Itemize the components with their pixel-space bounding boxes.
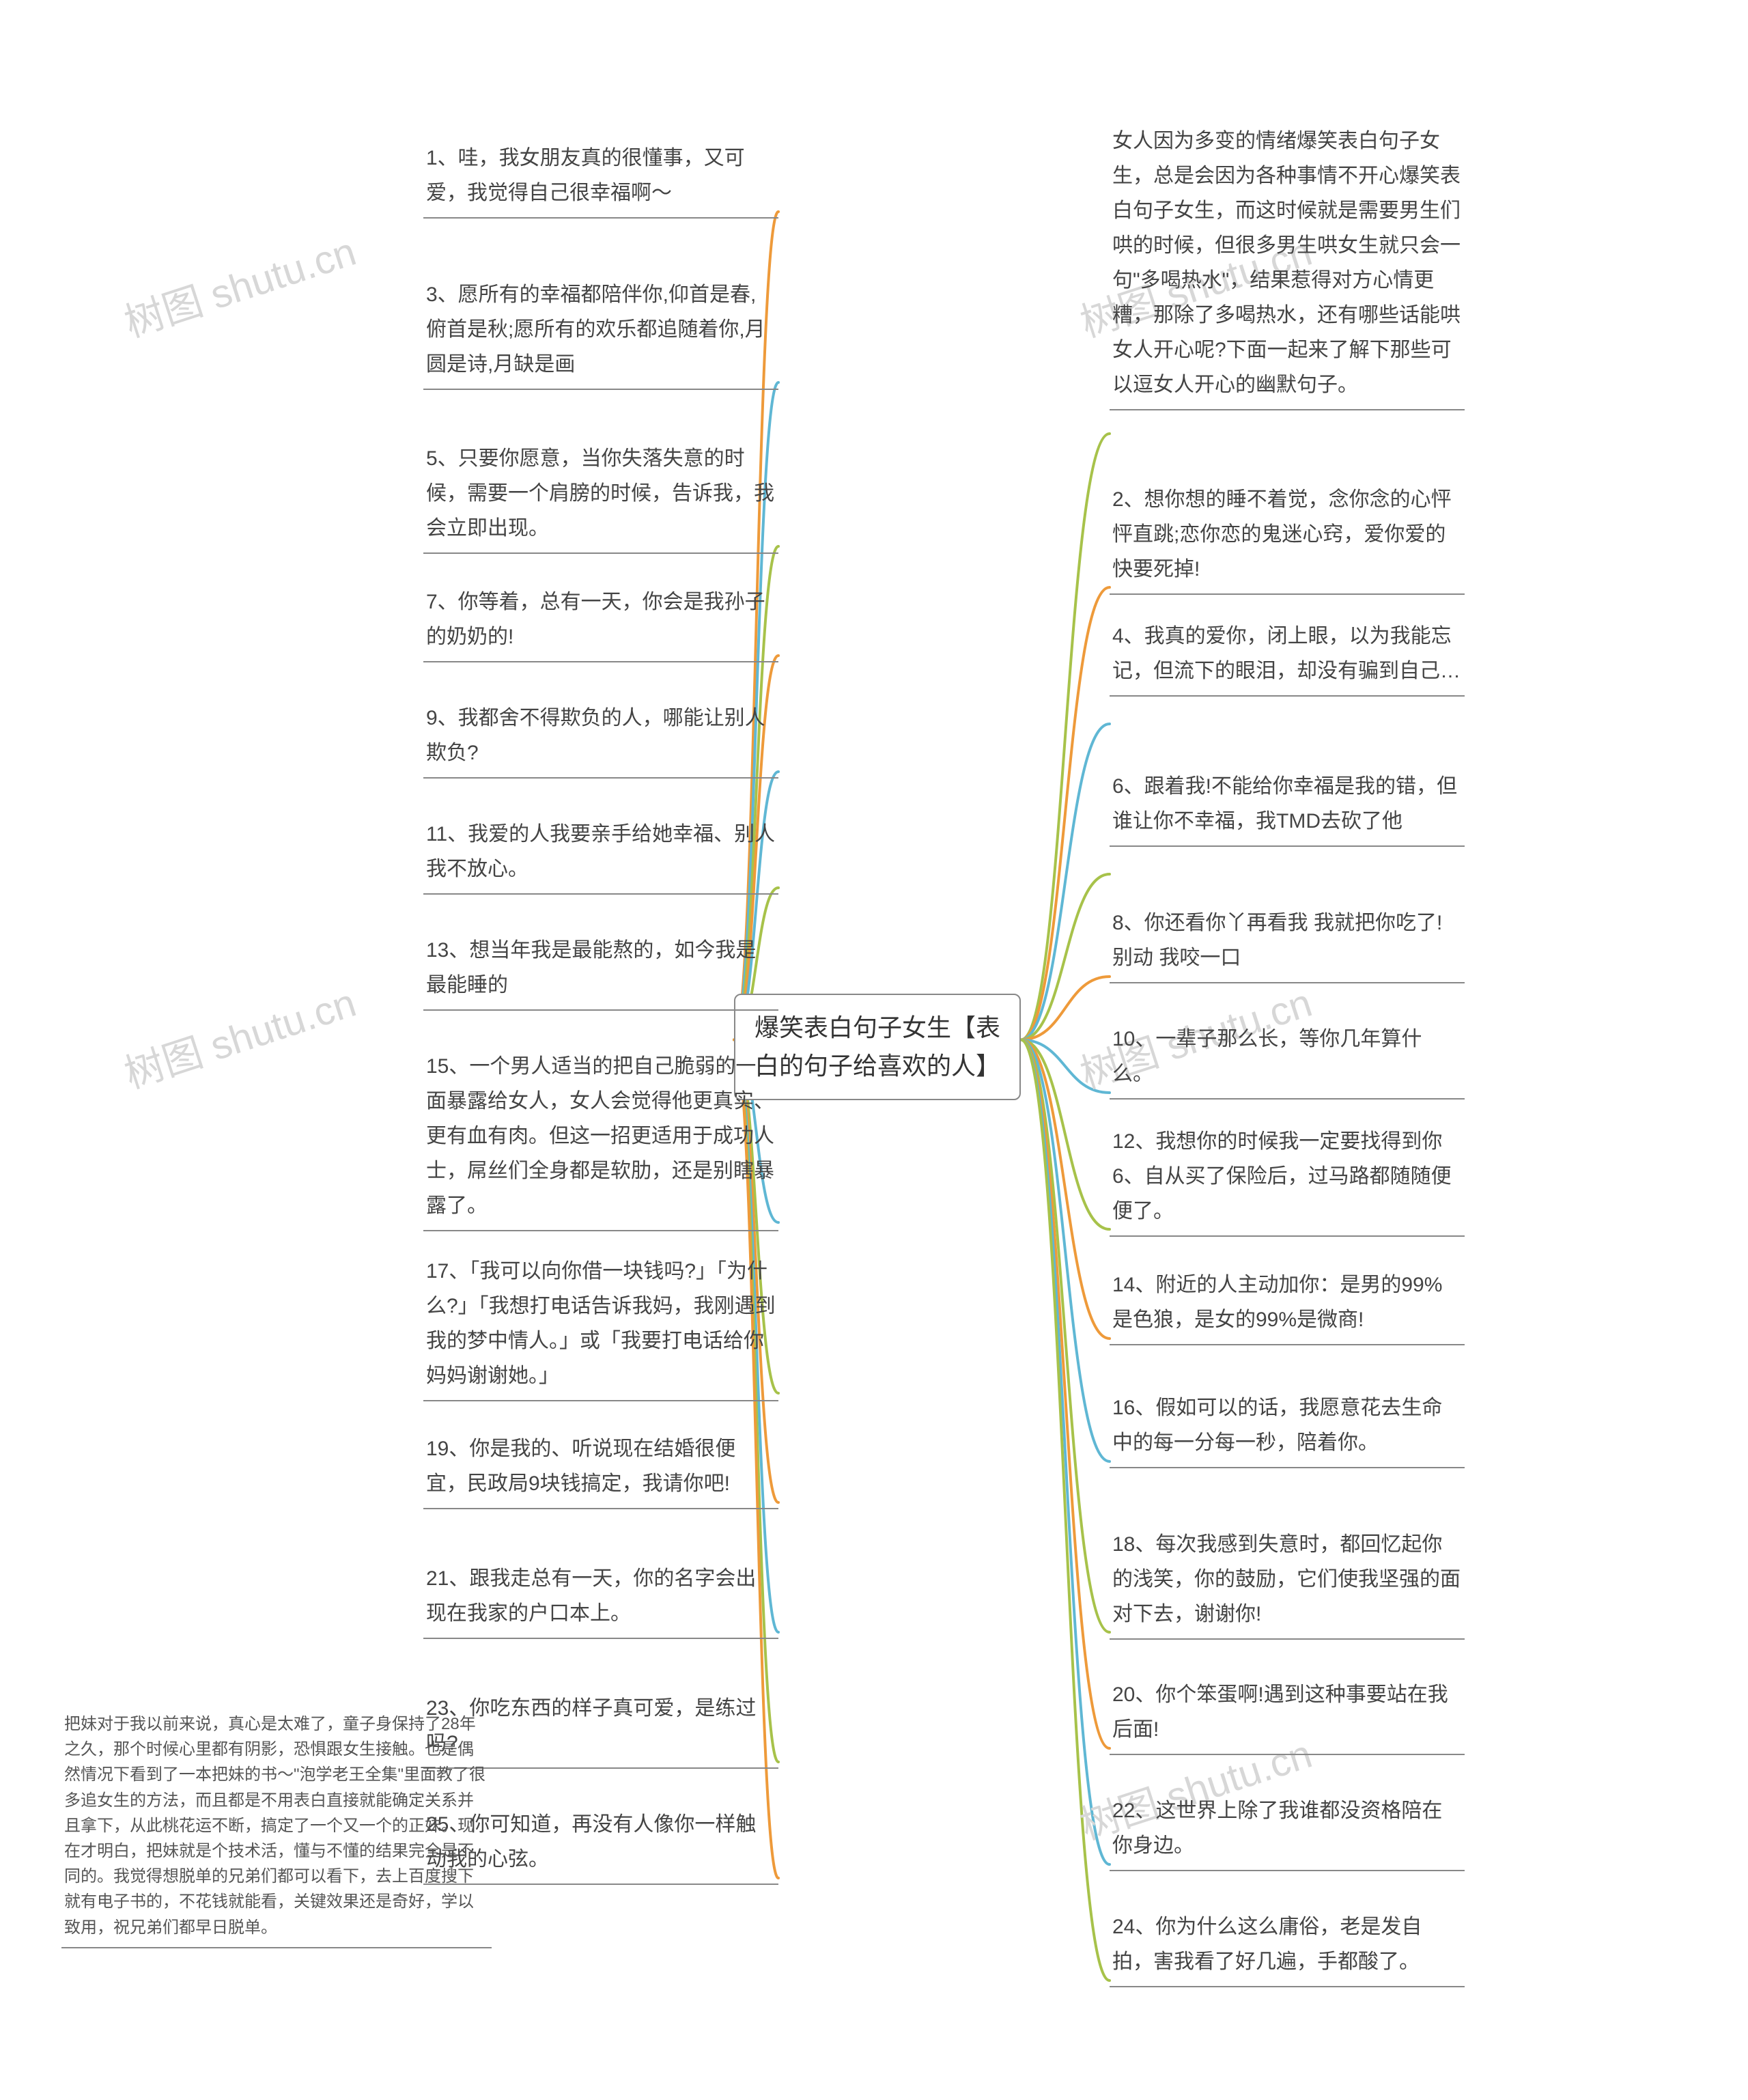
left-leaf-3: 7、你等着，总有一天，你会是我孙子的奶奶的! (423, 580, 778, 662)
right-leaf-6: 12、我想你的时候我一定要找得到你6、自从买了保险后，过马路都随随便便了。 (1110, 1120, 1465, 1237)
left-leaf-6: 13、想当年我是最能熬的，如今我是最能睡的 (423, 929, 778, 1011)
connector (1021, 1040, 1110, 1865)
left-leaf-8: 17、「我可以向你借一块钱吗?」「为什么?」「我想打电话告诉我妈，我刚遇到我的梦… (423, 1250, 778, 1401)
mindmap-canvas: 树图 shutu.cn树图 shutu.cn树图 shutu.cn树图 shut… (0, 0, 1748, 2100)
connector (1021, 1040, 1110, 1230)
right-leaf-4: 8、你还看你丫再看我 我就把你吃了!别动 我咬一口 (1110, 901, 1465, 983)
right-leaf-5: 10、一辈子那么长，等你几年算什么。 (1110, 1018, 1465, 1100)
left-leaf-2: 5、只要你愿意，当你失落失意的时候，需要一个肩膀的时候，告诉我，我会立即出现。 (423, 437, 778, 554)
left-leaf-1: 3、愿所有的幸福都陪伴你,仰首是春,俯首是秋;愿所有的欢乐都追随着你,月圆是诗,… (423, 273, 778, 390)
connector (1021, 977, 1110, 1040)
footnote: 把妹对于我以前来说，真心是太难了，童子身保持了28年之久，那个时候心里都有阴影，… (61, 1707, 492, 1948)
watermark: 树图 shutu.cn (116, 970, 362, 1099)
connector (1021, 874, 1110, 1040)
connector (1021, 1040, 1110, 1339)
right-leaf-0: 女人因为多变的情绪爆笑表白句子女生，总是会因为各种事情不开心爆笑表白句子女生，而… (1110, 120, 1465, 410)
left-leaf-9: 19、你是我的、听说现在结婚很便宜，民政局9块钱搞定，我请你吧! (423, 1427, 778, 1509)
right-leaf-2: 4、我真的爱你，闭上眼，以为我能忘记，但流下的眼泪，却没有骗到自己… (1110, 615, 1465, 697)
watermark: 树图 shutu.cn (116, 219, 362, 348)
left-leaf-5: 11、我爱的人我要亲手给她幸福、别人我不放心。 (423, 813, 778, 895)
connector (1021, 1040, 1110, 1093)
connector (1021, 724, 1110, 1040)
right-leaf-12: 24、你为什么这么庸俗，老是发自拍，害我看了好几遍，手都酸了。 (1110, 1905, 1465, 1987)
connector (1021, 587, 1110, 1040)
right-leaf-8: 16、假如可以的话，我愿意花去生命中的每一分每一秒，陪着你。 (1110, 1386, 1465, 1468)
left-leaf-10: 21、跟我走总有一天，你的名字会出现在我家的户口本上。 (423, 1557, 778, 1639)
left-leaf-4: 9、我都舍不得欺负的人，哪能让别人欺负? (423, 697, 778, 779)
connector (1021, 1040, 1110, 1981)
right-leaf-9: 18、每次我感到失意时，都回忆起你的浅笑，你的鼓励，它们使我坚强的面对下去，谢谢… (1110, 1523, 1465, 1640)
connector (1021, 1040, 1110, 1462)
connector (1021, 434, 1110, 1040)
left-leaf-7: 15、一个男人适当的把自己脆弱的一面暴露给女人，女人会觉得他更真实、更有血有肉。… (423, 1045, 778, 1231)
connector (1021, 1040, 1110, 1633)
right-leaf-11: 22、这世界上除了我谁都没资格陪在你身边。 (1110, 1789, 1465, 1871)
right-leaf-1: 2、想你想的睡不着觉，念你念的心怦怦直跳;恋你恋的鬼迷心窍，爱你爱的快要死掉! (1110, 478, 1465, 595)
right-leaf-7: 14、附近的人主动加你：是男的99%是色狼，是女的99%是微商! (1110, 1263, 1465, 1345)
left-leaf-0: 1、哇，我女朋友真的很懂事，又可爱，我觉得自己很幸福啊～ (423, 137, 778, 219)
connector (1021, 1040, 1110, 1749)
right-leaf-10: 20、你个笨蛋啊!遇到这种事要站在我后面! (1110, 1673, 1465, 1755)
right-leaf-3: 6、跟着我!不能给你幸福是我的错，但谁让你不幸福，我TMD去砍了他 (1110, 765, 1465, 847)
